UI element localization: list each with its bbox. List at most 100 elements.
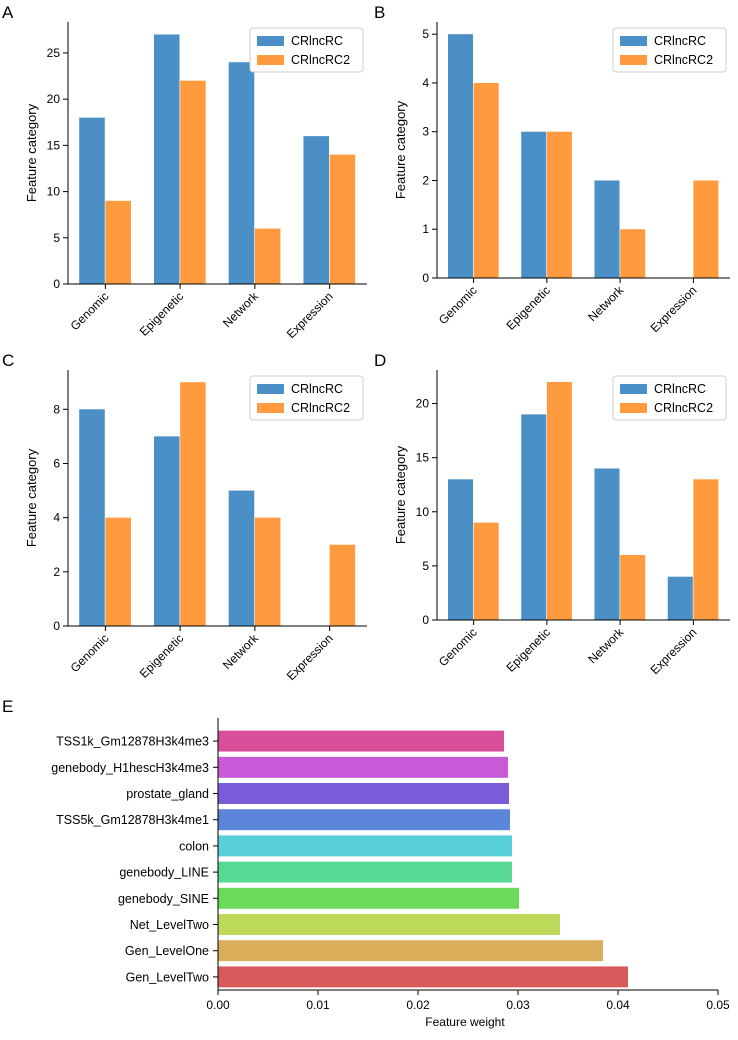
y-tick-label-tss5k_gm12878h3k4me1: TSS5k_Gm12878H3k4me1 (56, 813, 209, 827)
x-tick-label: 0.02 (406, 998, 430, 1012)
bar-crlncrc2-expression (329, 544, 356, 626)
hbar-genebody_h1hesch3k4me3 (218, 756, 508, 778)
panel-label-d: D (374, 351, 386, 370)
bar-crlncrc-epigenetic (521, 414, 547, 620)
y-tick-label: 15 (416, 451, 430, 465)
bar-crlncrc2-network (254, 228, 281, 284)
legend-swatch-crlncrc (257, 36, 284, 46)
hbar-gen_levelone (218, 940, 603, 962)
legend-swatch-crlncrc2 (257, 55, 284, 65)
x-tick-label-epigenetic: Epigenetic (503, 283, 553, 333)
bar-chart-e: TSS1k_Gm12878H3k4me3 genebody_H1hescH3k4m… (51, 718, 730, 1029)
y-tick-label: 0 (422, 613, 429, 627)
hbar-colon (218, 835, 512, 857)
y-tick-label: 5 (53, 231, 60, 245)
y-tick-label-gen_leveltwo: Gen_LevelTwo (126, 970, 209, 984)
x-tick-label: 0.01 (306, 998, 330, 1012)
bar-crlncrc-network (594, 180, 620, 278)
legend: CRlncRC CRlncRC2 (612, 375, 727, 421)
bar-crlncrc-network (228, 62, 255, 285)
bar-chart-c: Genomic Epigenetic Network Expression 0 2 4 6 8 F… (24, 370, 367, 683)
bar-crlncrc-network (228, 490, 255, 626)
legend: CRlncRC CRlncRC2 (249, 27, 364, 73)
x-tick-label: 0.05 (706, 998, 730, 1012)
hbar-tss5k_gm12878h3k4me1 (218, 809, 510, 831)
y-tick-label-gen_levelone: Gen_LevelOne (125, 944, 209, 958)
bar-crlncrc-epigenetic (153, 436, 180, 626)
bar-crlncrc-network (594, 468, 620, 620)
hbar-genebody_sine (218, 887, 519, 909)
x-tick-label: 0.03 (506, 998, 530, 1012)
y-tick-label: 20 (47, 92, 61, 106)
y-tick-label: 0 (422, 271, 429, 285)
y-tick-label: 15 (47, 138, 61, 152)
y-axis-title: Feature category (24, 103, 39, 202)
y-tick-label: 4 (422, 76, 429, 90)
bar-crlncrc-epigenetic (521, 131, 547, 278)
y-axis-title: Feature category (393, 445, 408, 544)
bar-crlncrc2-expression (329, 154, 356, 284)
hbar-gen_leveltwo (218, 966, 628, 988)
panel-label-e: E (2, 697, 13, 716)
y-tick-label: 5 (422, 27, 429, 41)
bar-crlncrc2-epigenetic (546, 131, 572, 278)
bar-crlncrc2-genomic (105, 200, 131, 284)
x-axis-title: Feature weight (425, 1015, 505, 1029)
y-tick-label-genebody_line: genebody_LINE (119, 866, 209, 880)
legend: CRlncRC CRlncRC2 (612, 27, 727, 73)
hbar-tss1k_gm12878h3k4me3 (218, 730, 504, 752)
bar-crlncrc2-network (620, 555, 646, 620)
bar-crlncrc2-genomic (473, 522, 499, 620)
legend-swatch-crlncrc (620, 384, 647, 394)
x-tick-label-epigenetic: Epigenetic (137, 631, 187, 681)
y-tick-label-net_leveltwo: Net_LevelTwo (130, 918, 209, 932)
bar-crlncrc2-epigenetic (180, 382, 206, 626)
panel-label-c: C (2, 351, 14, 370)
bar-crlncrc-expression (303, 136, 330, 284)
bar-crlncrc2-expression (693, 180, 719, 278)
legend-label-crlncrc2: CRlncRC2 (654, 401, 713, 415)
y-tick-label: 10 (416, 505, 430, 519)
y-tick-label: 5 (422, 559, 429, 573)
legend-swatch-crlncrc (620, 36, 647, 46)
bar-crlncrc2-genomic (105, 517, 131, 626)
legend-label-crlncrc: CRlncRC (654, 34, 706, 48)
bar-crlncrc-expression (667, 576, 693, 620)
legend-swatch-crlncrc2 (620, 55, 647, 65)
x-tick-label: 0.00 (206, 998, 230, 1012)
y-tick-label: 8 (53, 402, 60, 416)
panel-label-b: B (374, 3, 385, 22)
y-tick-label: 20 (416, 397, 430, 411)
legend-label-crlncrc2: CRlncRC2 (654, 53, 713, 67)
x-tick-label-expression: Expression (284, 289, 336, 341)
bar-crlncrc2-epigenetic (180, 80, 206, 285)
legend-swatch-crlncrc2 (257, 403, 284, 413)
hbar-net_leveltwo (218, 914, 560, 935)
bar-crlncrc2-network (254, 517, 281, 626)
y-tick-label: 1 (422, 222, 429, 236)
bar-crlncrc-genomic (447, 479, 474, 620)
y-tick-label-genebody_h1hesch3k4me3: genebody_H1hescH3k4me3 (51, 761, 209, 775)
y-tick-label-prostate_gland: prostate_gland (126, 787, 209, 801)
y-tick-label: 10 (47, 185, 61, 199)
bar-crlncrc-genomic (79, 117, 105, 285)
legend-label-crlncrc2: CRlncRC2 (291, 401, 350, 415)
x-tick-label-epigenetic: Epigenetic (503, 625, 553, 675)
y-tick-label: 0 (53, 277, 60, 291)
x-tick-label-genomic: Genomic (68, 631, 112, 675)
y-tick-label: 25 (47, 46, 61, 60)
x-tick-label-expression: Expression (284, 631, 336, 683)
legend-label-crlncrc: CRlncRC (291, 34, 343, 48)
x-tick-label-network: Network (220, 631, 262, 673)
y-tick-label: 4 (53, 511, 60, 525)
hbar-prostate_gland (218, 783, 509, 804)
legend: CRlncRC CRlncRC2 (249, 375, 364, 421)
legend-label-crlncrc: CRlncRC (291, 382, 343, 396)
y-tick-label-genebody_sine: genebody_SINE (118, 892, 209, 906)
bar-crlncrc2-epigenetic (546, 381, 572, 620)
y-axis-title: Feature category (393, 100, 408, 199)
x-tick-label-genomic: Genomic (436, 283, 480, 327)
y-tick-label: 0 (53, 619, 60, 633)
x-tick-label-epigenetic: Epigenetic (137, 289, 187, 339)
